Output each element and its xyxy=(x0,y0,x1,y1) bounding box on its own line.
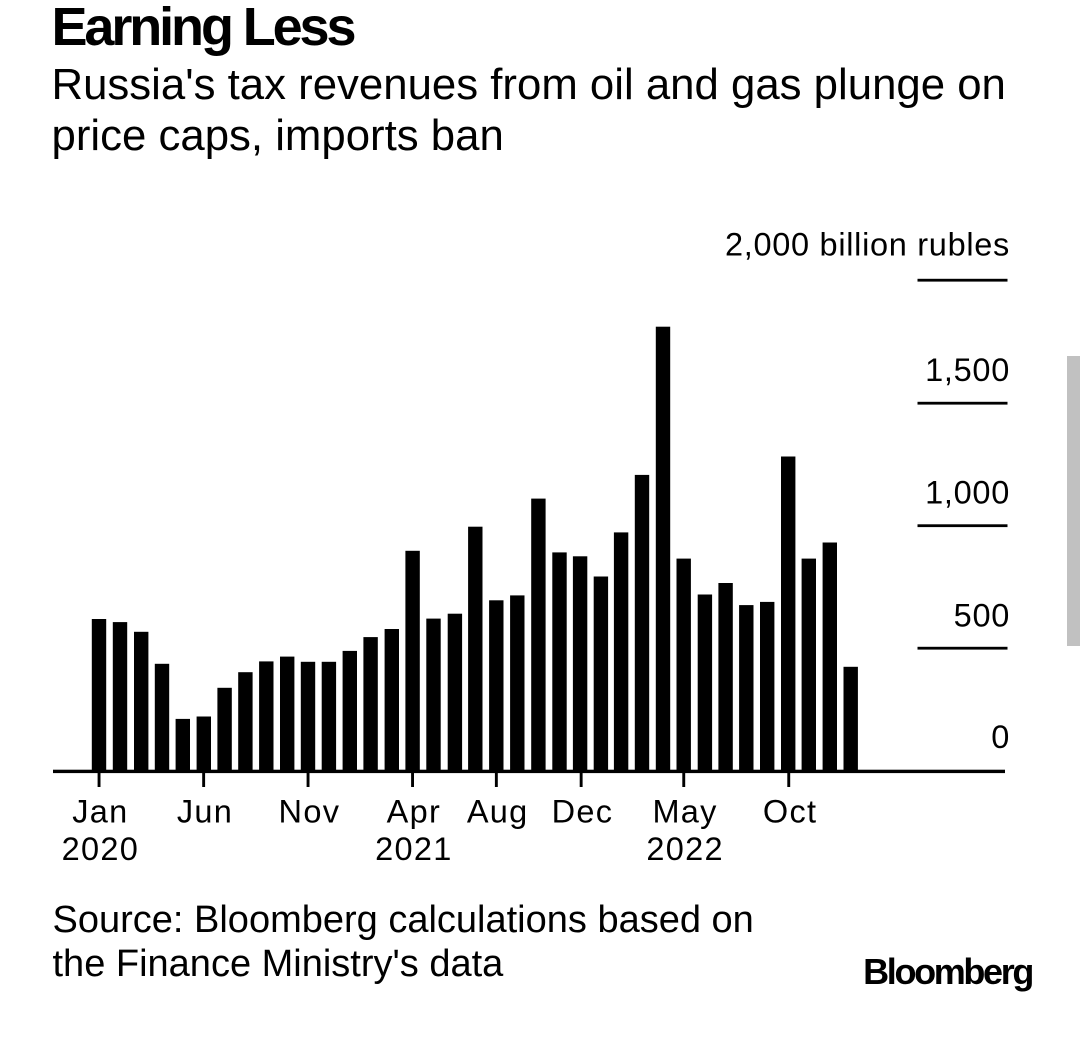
svg-text:Nov: Nov xyxy=(279,793,341,829)
svg-text:500: 500 xyxy=(954,597,1010,633)
svg-text:Aug: Aug xyxy=(467,793,529,829)
svg-text:Jun: Jun xyxy=(177,793,233,829)
svg-text:2,000 billion rubles: 2,000 billion rubles xyxy=(725,227,1010,263)
svg-text:May: May xyxy=(652,793,717,829)
svg-text:Dec: Dec xyxy=(552,793,614,829)
svg-text:0: 0 xyxy=(991,719,1010,755)
svg-text:Apr: Apr xyxy=(387,793,441,829)
svg-text:1,500: 1,500 xyxy=(925,352,1010,388)
svg-text:2022: 2022 xyxy=(646,831,724,867)
svg-text:2021: 2021 xyxy=(375,831,453,867)
svg-text:Jan: Jan xyxy=(72,793,128,829)
svg-text:1,000: 1,000 xyxy=(925,475,1010,511)
svg-text:Oct: Oct xyxy=(763,793,817,829)
svg-text:2020: 2020 xyxy=(62,831,140,867)
